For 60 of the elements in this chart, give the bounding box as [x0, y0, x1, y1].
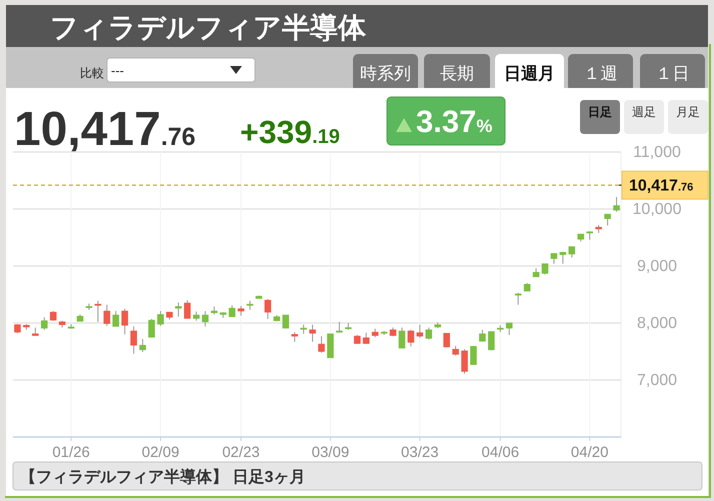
annotation: 【フィラデルフィア半導体】 日足3ヶ月 — [20, 469, 306, 486]
ytick: 11,000 — [633, 144, 681, 160]
annotation: 日足 — [588, 105, 612, 119]
candlestick — [470, 345, 477, 366]
candlestick — [246, 300, 254, 310]
candlestick — [318, 336, 325, 354]
candlestick — [443, 332, 450, 348]
candlestick — [175, 302, 182, 318]
candlestick — [408, 329, 414, 347]
candlestick — [104, 304, 110, 326]
candlestick — [202, 310, 209, 327]
candlestick — [112, 310, 120, 327]
candlestick — [14, 324, 21, 334]
candlestick — [291, 332, 298, 342]
annotation: 10,417.76 — [14, 103, 196, 156]
annotation: １日 — [656, 64, 690, 83]
candlestick — [148, 318, 155, 338]
ytick: 7,000 — [636, 372, 678, 388]
annotation: 週足 — [632, 105, 656, 119]
ytick: 9,000 — [636, 258, 678, 274]
candlestick — [157, 310, 164, 326]
annotation: 時系列 — [360, 64, 411, 83]
candlestick — [542, 263, 548, 276]
candlestick — [130, 326, 138, 354]
annotation: --- — [111, 63, 124, 78]
candlestick — [398, 327, 406, 349]
annotation: １週 — [584, 64, 618, 83]
annotation: 3.37% — [416, 104, 492, 139]
annotation: 比較 — [80, 66, 104, 80]
candlestick — [192, 311, 200, 322]
candlestick — [425, 327, 432, 340]
candlestick — [94, 300, 102, 322]
ytick: 10,000 — [632, 200, 682, 218]
candlestick — [452, 345, 459, 356]
annotation: +339.19 — [240, 114, 340, 150]
annotation: 長期 — [440, 64, 474, 83]
ytick: 8,000 — [636, 314, 678, 332]
candlestick — [40, 316, 48, 330]
candlestick — [238, 305, 244, 316]
candlestick — [568, 246, 576, 258]
candlestick — [479, 329, 486, 342]
candlestick — [514, 292, 522, 306]
annotation: 日週月 — [504, 64, 555, 83]
candlestick — [184, 300, 191, 319]
candlestick — [506, 322, 513, 336]
candlestick — [488, 331, 495, 351]
candlestick — [613, 196, 620, 212]
candlestick — [282, 314, 290, 328]
candlestick — [327, 334, 334, 358]
candlestick — [139, 338, 146, 353]
candlestick — [228, 304, 236, 318]
candlestick — [604, 214, 611, 226]
candlestick — [416, 324, 424, 338]
candlestick — [121, 308, 128, 335]
candlestick — [550, 252, 558, 264]
candlestick — [264, 298, 272, 320]
title: フィラデルフィア半導体 — [50, 12, 366, 43]
candlestick — [309, 324, 316, 342]
annotation: 月足 — [676, 105, 700, 119]
candlestick — [461, 348, 468, 374]
